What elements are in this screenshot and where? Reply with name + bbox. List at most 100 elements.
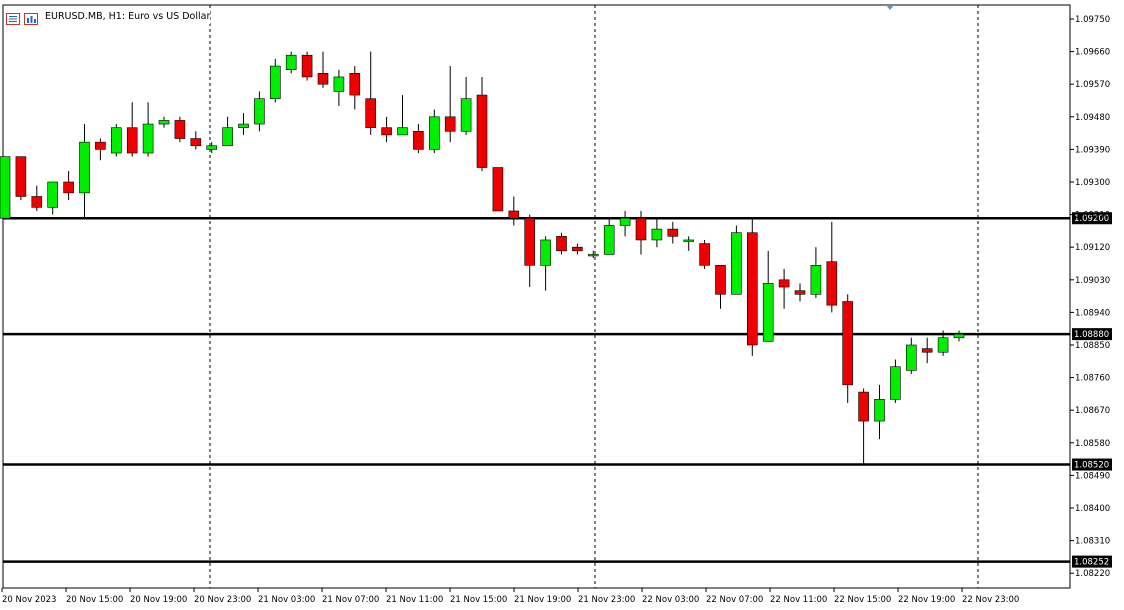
x-tick-label: 22 Nov 11:00 — [770, 595, 827, 605]
bull-candle — [285, 51, 297, 74]
candle-body — [746, 232, 758, 346]
y-tick-label: 1.09120 — [1075, 243, 1110, 253]
candle-body — [158, 120, 170, 125]
candle-body — [540, 239, 551, 266]
level-price-box — [1072, 555, 1112, 568]
bull-candle — [651, 218, 663, 248]
bull-candle — [619, 210, 631, 237]
bull-candle — [603, 218, 615, 255]
y-tick-label: 1.08850 — [1075, 341, 1110, 351]
bull-candle — [937, 330, 949, 356]
bear-candle — [572, 243, 583, 255]
bull-candle — [874, 384, 885, 440]
bear-candle — [699, 239, 710, 269]
y-tick-label: 1.09300 — [1075, 178, 1110, 188]
candle-body — [937, 337, 949, 353]
chart-symbol-title: EURUSD.MB, H1: Euro vs US Dollar — [45, 11, 210, 22]
candle-body — [47, 181, 59, 208]
bear-candle — [667, 221, 679, 244]
candle-body — [874, 399, 885, 422]
candle-body — [142, 123, 154, 154]
candle-body — [842, 301, 854, 386]
bear-candle — [921, 337, 933, 364]
candle-body — [731, 232, 742, 295]
bull-candle — [142, 102, 154, 157]
x-tick-label: 20 Nov 2023 — [2, 595, 56, 605]
bear-candle — [301, 51, 313, 81]
candle-body — [285, 54, 297, 71]
level-price-label: 1.08520 — [1074, 461, 1109, 471]
chart-header: EURUSD.MB, H1: Euro vs US Dollar — [6, 8, 211, 25]
x-tick-label: 21 Nov 07:00 — [322, 595, 379, 605]
level-price-box — [1072, 212, 1112, 225]
bull-candle — [428, 109, 440, 154]
bull-candle — [0, 156, 11, 219]
plot-border — [2, 4, 1071, 589]
chart-window-icon[interactable] — [6, 10, 20, 25]
y-tick-label: 1.08670 — [1075, 406, 1110, 416]
candle-body — [397, 127, 408, 136]
bear-candle — [349, 66, 361, 110]
y-tick-label: 1.08400 — [1075, 504, 1110, 514]
candle-body — [0, 156, 11, 219]
x-tick-label: 20 Nov 23:00 — [194, 595, 251, 605]
chart-type-icon[interactable] — [24, 10, 38, 25]
bear-candle — [492, 167, 504, 212]
chart-description: Euro vs US Dollar — [128, 10, 211, 22]
y-tick-label: 1.09480 — [1075, 113, 1110, 123]
bull-candle — [397, 95, 408, 136]
x-tick-label: 21 Nov 15:00 — [450, 595, 507, 605]
y-tick-label: 1.09750 — [1075, 15, 1110, 25]
bull-candle — [587, 250, 599, 259]
candle-layer — [0, 51, 965, 465]
candle-body — [428, 116, 440, 150]
x-tick-label: 22 Nov 15:00 — [834, 595, 891, 605]
bear-candle — [746, 218, 758, 356]
scroll-marker-icon — [886, 5, 894, 10]
bull-candle — [683, 236, 695, 251]
candle-body — [810, 265, 822, 295]
candle-body — [953, 333, 965, 339]
candle-body — [254, 98, 265, 125]
candle-body — [587, 254, 599, 257]
candle-body — [667, 228, 679, 237]
candle-body — [95, 141, 106, 150]
bull-candle — [111, 124, 122, 157]
x-tick-label: 21 Nov 23:00 — [578, 595, 635, 605]
x-tick-label: 21 Nov 03:00 — [258, 595, 315, 605]
bull-candle — [254, 91, 265, 132]
candle-body — [126, 127, 138, 154]
candle-body — [63, 181, 74, 194]
candle-body — [905, 344, 917, 371]
bear-candle — [476, 76, 488, 172]
level-price-label: 1.08880 — [1074, 330, 1109, 340]
candle-body — [238, 123, 249, 128]
y-tick-label: 1.09210 — [1075, 211, 1110, 221]
bull-candle — [206, 142, 217, 154]
candle-body — [365, 98, 377, 128]
candle-body — [524, 217, 536, 266]
y-tick-label: 1.09390 — [1075, 145, 1110, 155]
y-tick-label: 1.09030 — [1075, 276, 1110, 286]
candle-body — [794, 290, 806, 295]
candle-body — [619, 217, 631, 226]
bull-candle — [333, 69, 345, 106]
candle-body — [572, 246, 583, 252]
y-tick-label: 1.09570 — [1075, 80, 1110, 90]
bull-candle — [79, 124, 90, 219]
candle-body — [778, 279, 790, 288]
bull-candle — [460, 76, 472, 135]
candle-body — [556, 236, 567, 252]
candle-body — [31, 196, 43, 208]
candle-body — [111, 127, 122, 154]
candle-body — [269, 65, 281, 99]
candle-body — [333, 76, 345, 92]
candle-body — [301, 54, 313, 78]
bear-candle — [794, 283, 806, 302]
bear-candle — [826, 221, 838, 313]
candle-body — [190, 138, 202, 147]
bear-candle — [63, 171, 74, 201]
bear-candle — [858, 388, 869, 465]
